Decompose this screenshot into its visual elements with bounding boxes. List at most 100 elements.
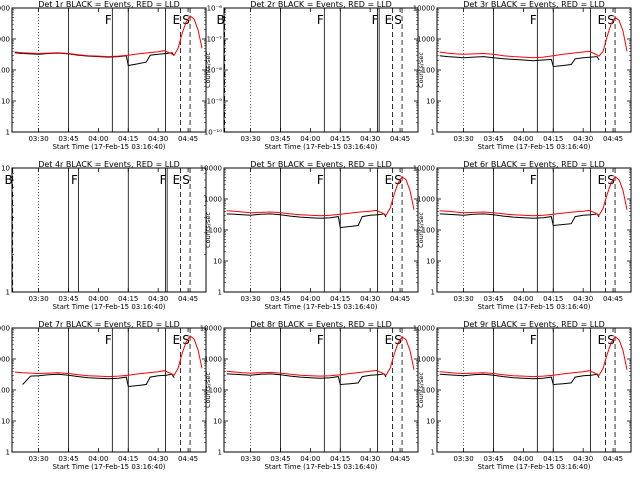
x-tick-label: 04:00	[300, 135, 320, 143]
y-tick-label: 10000	[200, 165, 222, 173]
x-tick-label: 03:30	[28, 295, 48, 303]
series-line	[22, 373, 175, 388]
series-line	[226, 176, 415, 217]
plot-title: Det 8r BLACK = Events, RED = LLD	[250, 320, 392, 329]
detector-panel: Det 9r BLACK = Events, RED = LLD Counts/s…	[413, 320, 632, 471]
plot-title: Det 1r BLACK = Events, RED = LLD	[38, 0, 180, 9]
x-tick-label: 03:45	[58, 455, 78, 463]
event-marker-label: E	[173, 13, 181, 27]
plot-frame	[11, 167, 207, 293]
series-line	[439, 176, 628, 217]
detector-panel: Det 6r BLACK = Events, RED = LLD Counts/s…	[413, 160, 632, 311]
x-tick-label: 04:45	[178, 135, 198, 143]
detector-panel: Det 5r BLACK = Events, RED = LLD Counts/s…	[200, 160, 419, 311]
x-tick-label: 03:30	[240, 295, 260, 303]
series-line	[439, 373, 600, 386]
y-axis-label: Counts/sec	[417, 52, 425, 88]
y-tick-label: 10	[1, 418, 10, 426]
x-tick-label: 04:15	[330, 455, 350, 463]
y-tick-label: 100	[209, 387, 222, 395]
event-marker-label: F	[71, 173, 78, 187]
y-tick-label: 10000	[200, 325, 222, 333]
x-tick-label: 04:15	[118, 135, 138, 143]
x-tick-label: 04:15	[118, 295, 138, 303]
y-axis-label: Counts/sec	[204, 372, 212, 408]
x-axis-label: Start Time (17-Feb-15 03:16:40)	[477, 143, 590, 151]
y-tick-label: 100	[0, 67, 10, 75]
event-marker-label: B	[5, 173, 13, 187]
plot-title: Det 9r BLACK = Events, RED = LLD	[463, 320, 605, 329]
x-axis-label: Start Time (17-Feb-15 03:16:40)	[52, 143, 165, 151]
x-tick-label: 04:30	[360, 135, 380, 143]
x-tick-label: 04:00	[300, 455, 320, 463]
x-tick-label: 03:45	[58, 135, 78, 143]
x-tick-label: 04:30	[148, 295, 168, 303]
x-tick-label: 04:30	[360, 455, 380, 463]
x-tick-label: 04:45	[603, 455, 623, 463]
detector-panel: Det 1r BLACK = Events, RED = LLDCounts/s…	[0, 0, 207, 151]
y-tick-label: 10⁻⁸	[207, 67, 223, 75]
event-marker-label: B	[217, 13, 225, 27]
event-marker-label: E	[173, 333, 181, 347]
y-tick-label: 10	[213, 418, 222, 426]
event-marker-label: F	[317, 333, 324, 347]
event-marker-label: S	[607, 13, 615, 27]
x-tick-label: 04:30	[573, 455, 593, 463]
series-line	[226, 373, 387, 386]
y-tick-label: 1000	[204, 196, 222, 204]
y-axis-label: Counts/sec	[204, 212, 212, 248]
y-tick-label: 10⁻¹⁰	[204, 129, 222, 137]
y-axis-label: Counts/sec	[204, 52, 212, 88]
x-tick-label: 04:00	[513, 295, 533, 303]
y-tick-label: 10⁻⁶	[207, 5, 223, 13]
x-tick-label: 03:45	[58, 295, 78, 303]
event-marker-label: S	[607, 173, 615, 187]
detector-panel: Det 2r BLACK = Events, RED = LLD Counts/s…	[204, 0, 419, 151]
x-tick-label: 03:30	[28, 455, 48, 463]
x-tick-label: 03:30	[453, 455, 473, 463]
y-axis-label: Counts/sec	[417, 372, 425, 408]
series-line	[439, 213, 600, 227]
x-tick-label: 04:30	[148, 455, 168, 463]
y-tick-label: 100	[422, 387, 435, 395]
event-marker-label: F	[160, 173, 167, 187]
x-tick-label: 04:30	[573, 135, 593, 143]
y-tick-label: 10	[426, 418, 435, 426]
x-tick-label: 04:45	[178, 455, 198, 463]
event-marker-label: S	[394, 173, 402, 187]
y-tick-label: 100	[209, 227, 222, 235]
x-tick-label: 03:30	[28, 135, 48, 143]
y-tick-label: 10000	[413, 325, 435, 333]
x-tick-label: 04:00	[88, 455, 108, 463]
plot-title: Det 5r BLACK = Events, RED = LLD	[250, 160, 392, 169]
y-tick-label: 10	[1, 98, 10, 106]
x-tick-label: 03:45	[483, 455, 503, 463]
x-tick-label: 03:30	[453, 295, 473, 303]
event-marker-label: F	[105, 13, 112, 27]
y-tick-label: 10000	[0, 5, 10, 13]
detector-panel: Det 8r BLACK = Events, RED = LLD Counts/s…	[200, 320, 419, 471]
event-marker-label: S	[607, 333, 615, 347]
x-tick-label: 04:45	[390, 295, 410, 303]
series-line	[14, 335, 203, 378]
event-marker-label: S	[394, 333, 402, 347]
y-tick-label: 10	[213, 258, 222, 266]
event-marker-label: F	[317, 13, 324, 27]
event-marker-label: E	[173, 173, 181, 187]
y-tick-label: 100	[422, 67, 435, 75]
y-tick-label: 1	[218, 289, 222, 297]
y-tick-label: 1000	[417, 36, 435, 44]
plot-title: Det 3r BLACK = Events, RED = LLD	[463, 0, 605, 9]
event-marker-label: F	[105, 333, 112, 347]
x-axis-label: Start Time (17-Feb-15 03:16:40)	[264, 143, 377, 151]
plot-title: Det 6r BLACK = Events, RED = LLD	[463, 160, 605, 169]
event-marker-label: F	[530, 13, 537, 27]
event-marker-label: E	[598, 173, 606, 187]
x-tick-label: 04:30	[573, 295, 593, 303]
x-tick-label: 04:00	[513, 455, 533, 463]
plot-title: Det 7r BLACK = Events, RED = LLD	[38, 320, 180, 329]
x-tick-label: 04:15	[330, 295, 350, 303]
x-tick-label: 03:30	[453, 135, 473, 143]
x-tick-label: 04:45	[390, 135, 410, 143]
